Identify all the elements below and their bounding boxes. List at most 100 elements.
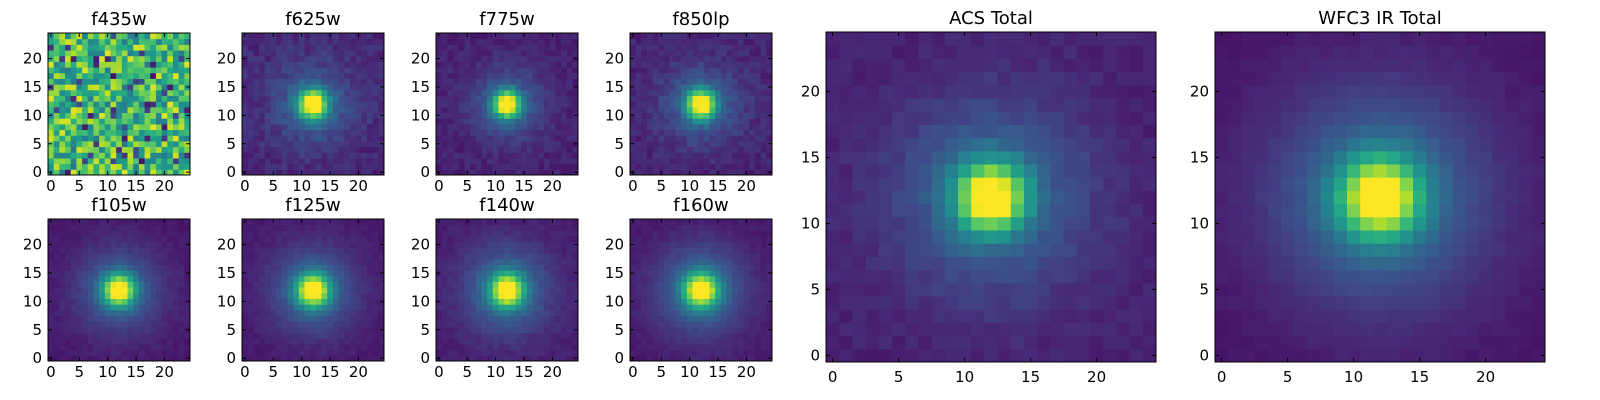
heatmap-cell xyxy=(737,72,745,79)
heatmap-cell xyxy=(242,343,249,351)
heatmap-cell xyxy=(378,253,385,260)
heatmap-cell xyxy=(726,140,733,148)
heatmap-cell xyxy=(150,38,157,45)
heatmap-cell xyxy=(172,224,180,231)
heatmap-cell xyxy=(720,146,728,153)
heatmap-cell xyxy=(447,55,454,62)
heatmap-cell xyxy=(658,112,665,119)
heatmap-cell xyxy=(293,78,300,85)
heatmap-cell xyxy=(315,61,323,68)
heatmap-cell xyxy=(116,123,123,131)
heatmap-cell xyxy=(532,338,539,345)
heatmap-cell xyxy=(560,157,568,165)
heatmap-cell xyxy=(298,343,305,351)
heatmap-cell xyxy=(652,270,659,277)
heatmap-cell xyxy=(247,152,254,159)
heatmap-cell xyxy=(53,78,60,85)
heatmap-cell xyxy=(48,349,55,356)
heatmap-cell xyxy=(464,241,471,248)
heatmap-cell xyxy=(538,343,545,351)
heatmap-cell xyxy=(178,72,185,79)
heatmap-cell xyxy=(487,338,494,345)
heatmap-cell xyxy=(647,106,654,114)
heatmap-cell xyxy=(53,152,60,159)
heatmap-cell xyxy=(259,343,266,351)
heatmap-cell xyxy=(82,95,89,102)
heatmap-cell xyxy=(458,219,465,226)
heatmap-cell xyxy=(264,315,271,322)
heatmap-cell xyxy=(138,236,146,243)
heatmap-cell xyxy=(304,163,311,170)
heatmap-cell xyxy=(538,241,545,248)
heatmap-cell xyxy=(270,338,277,345)
heatmap-cell xyxy=(270,343,277,351)
heatmap-cell xyxy=(293,84,300,91)
heatmap-cell xyxy=(737,287,745,294)
heatmap-cell xyxy=(327,338,334,345)
heatmap-cell xyxy=(470,78,477,85)
heatmap-cell xyxy=(526,33,534,40)
heatmap-cell xyxy=(515,163,522,170)
heatmap-cell xyxy=(749,146,756,153)
heatmap-cell xyxy=(59,219,66,226)
heatmap-cell xyxy=(481,241,488,248)
heatmap-cell xyxy=(754,169,762,176)
heatmap-cell xyxy=(293,264,300,271)
heatmap-cell xyxy=(270,67,277,74)
heatmap-cell xyxy=(270,275,277,282)
heatmap-cell xyxy=(99,343,106,351)
heatmap-cell xyxy=(532,253,539,260)
heatmap-cell xyxy=(264,55,271,62)
heatmap-cell xyxy=(70,67,77,74)
heatmap-cell xyxy=(184,101,191,108)
heatmap-cell xyxy=(161,315,168,322)
heatmap-cell xyxy=(630,157,637,165)
heatmap-cell xyxy=(355,247,362,254)
heatmap-cell xyxy=(372,321,379,328)
heatmap-cell xyxy=(447,135,454,142)
heatmap-cell xyxy=(110,281,117,288)
heatmap-cell xyxy=(532,38,539,45)
heatmap-cell xyxy=(692,315,699,322)
heatmap-cell xyxy=(492,258,499,265)
heatmap-cell xyxy=(692,123,699,131)
heatmap-cell xyxy=(754,332,762,339)
heatmap-cell xyxy=(82,258,89,265)
heatmap-cell xyxy=(127,135,134,142)
heatmap-cell xyxy=(538,38,545,45)
heatmap-cell xyxy=(65,349,72,356)
heatmap-cell xyxy=(304,84,311,91)
heatmap-cell xyxy=(138,61,146,68)
heatmap-cell xyxy=(144,326,151,334)
heatmap-cell xyxy=(521,309,528,317)
heatmap-cell xyxy=(121,355,129,362)
heatmap-cell xyxy=(53,315,60,322)
heatmap-cell xyxy=(515,332,522,339)
heatmap-cell xyxy=(144,270,151,277)
heatmap-cell xyxy=(184,219,191,226)
heatmap-cell xyxy=(560,236,568,243)
heatmap-cell xyxy=(155,332,163,339)
heatmap-cell xyxy=(487,163,494,170)
heatmap-cell xyxy=(686,338,693,345)
heatmap-cell xyxy=(281,230,288,237)
heatmap-cell xyxy=(515,298,522,305)
x-tick-label: 5 xyxy=(462,177,472,195)
heatmap-cell xyxy=(675,129,682,136)
heatmap-cell xyxy=(59,343,66,351)
heatmap-cell xyxy=(178,84,185,91)
heatmap-cell xyxy=(749,281,756,288)
heatmap-cell xyxy=(754,349,762,356)
heatmap-cell xyxy=(715,146,722,153)
heatmap-cell xyxy=(287,264,294,271)
heatmap-cell xyxy=(161,258,168,265)
heatmap-cell xyxy=(150,61,157,68)
heatmap-cell xyxy=(560,163,568,170)
heatmap-cell xyxy=(184,349,191,356)
heatmap-cell xyxy=(82,55,89,62)
heatmap-cell xyxy=(521,152,528,159)
heatmap-cell xyxy=(121,163,129,170)
heatmap-cell xyxy=(543,118,551,125)
heatmap-cell xyxy=(366,135,374,142)
heatmap-cell xyxy=(647,298,654,305)
